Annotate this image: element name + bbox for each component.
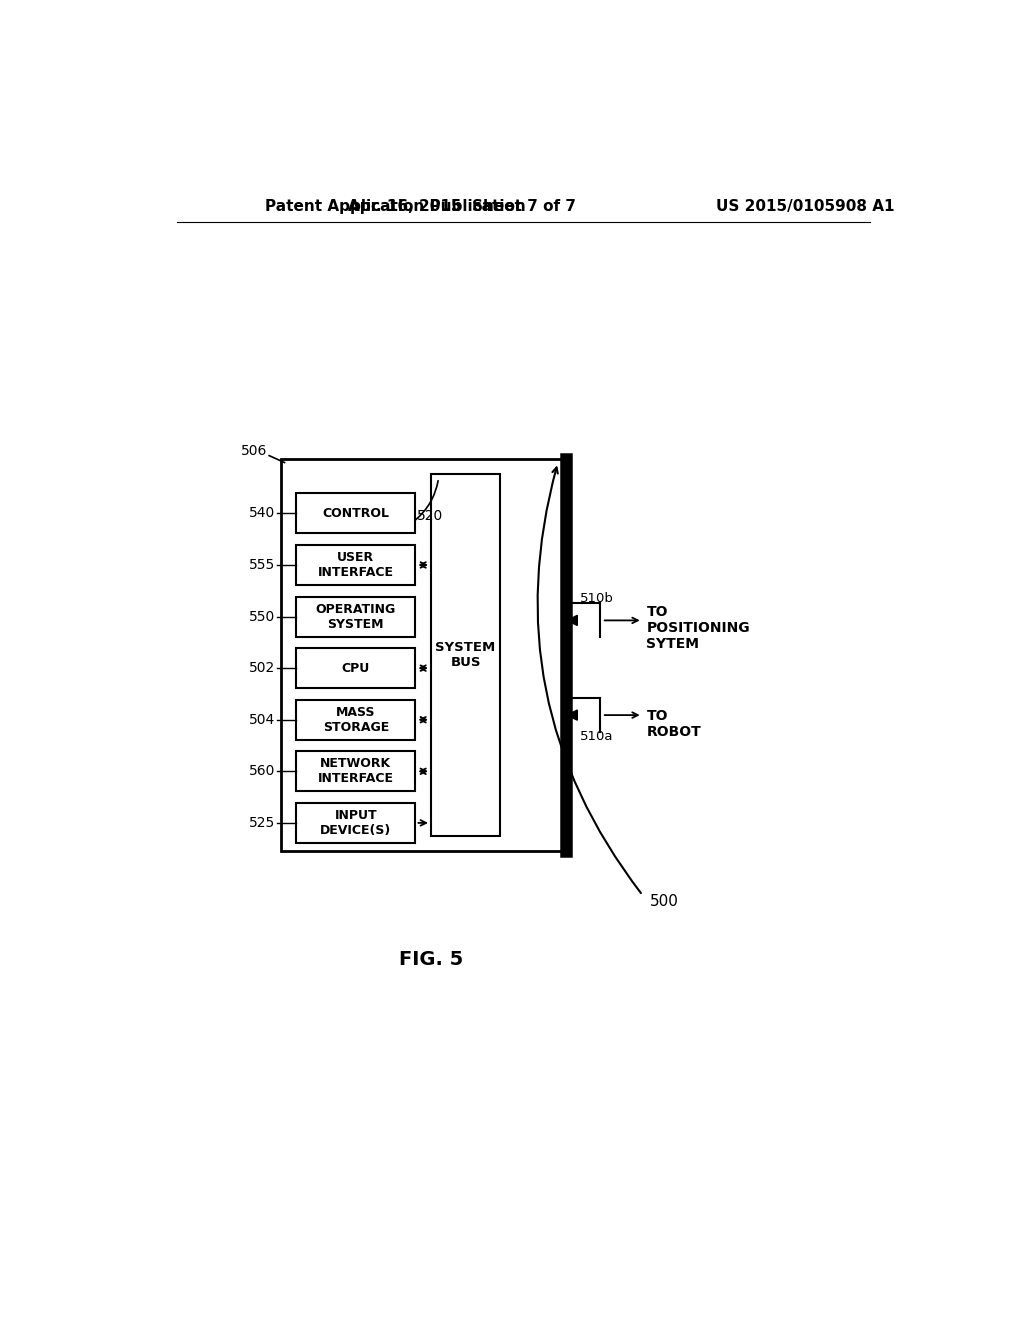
Text: 500: 500 — [650, 894, 679, 909]
Text: 540: 540 — [249, 507, 275, 520]
Text: Patent Application Publication: Patent Application Publication — [265, 198, 526, 214]
Bar — [296, 700, 416, 739]
Polygon shape — [567, 710, 578, 721]
Bar — [296, 751, 416, 792]
Text: 520: 520 — [417, 508, 443, 523]
Text: 555: 555 — [249, 558, 275, 572]
Text: CPU: CPU — [342, 661, 370, 675]
Bar — [296, 545, 416, 585]
Text: MASS
STORAGE: MASS STORAGE — [323, 706, 389, 734]
Text: NETWORK
INTERFACE: NETWORK INTERFACE — [317, 758, 394, 785]
Text: TO
ROBOT: TO ROBOT — [646, 709, 701, 739]
Bar — [296, 494, 416, 533]
Text: 510b: 510b — [580, 593, 613, 606]
Text: OPERATING
SYSTEM: OPERATING SYSTEM — [315, 602, 396, 631]
Text: 560: 560 — [249, 764, 275, 779]
Text: 525: 525 — [249, 816, 275, 830]
Text: Apr. 16, 2015  Sheet 7 of 7: Apr. 16, 2015 Sheet 7 of 7 — [348, 198, 575, 214]
Text: FIG. 5: FIG. 5 — [398, 949, 463, 969]
Bar — [431, 474, 500, 836]
Text: USER
INTERFACE: USER INTERFACE — [317, 550, 394, 579]
Text: 502: 502 — [249, 661, 275, 675]
Text: 506: 506 — [242, 444, 267, 458]
Text: 510a: 510a — [580, 730, 613, 743]
Bar — [281, 459, 565, 851]
Text: INPUT
DEVICE(S): INPUT DEVICE(S) — [321, 809, 391, 837]
Bar — [296, 597, 416, 636]
Text: 504: 504 — [249, 713, 275, 727]
Text: 550: 550 — [249, 610, 275, 623]
Text: US 2015/0105908 A1: US 2015/0105908 A1 — [716, 198, 894, 214]
Text: CONTROL: CONTROL — [323, 507, 389, 520]
Text: TO
POSITIONING
SYTEM: TO POSITIONING SYTEM — [646, 605, 751, 651]
Text: SYSTEM
BUS: SYSTEM BUS — [435, 642, 496, 669]
Polygon shape — [567, 615, 578, 626]
Bar — [296, 803, 416, 843]
Bar — [296, 648, 416, 688]
